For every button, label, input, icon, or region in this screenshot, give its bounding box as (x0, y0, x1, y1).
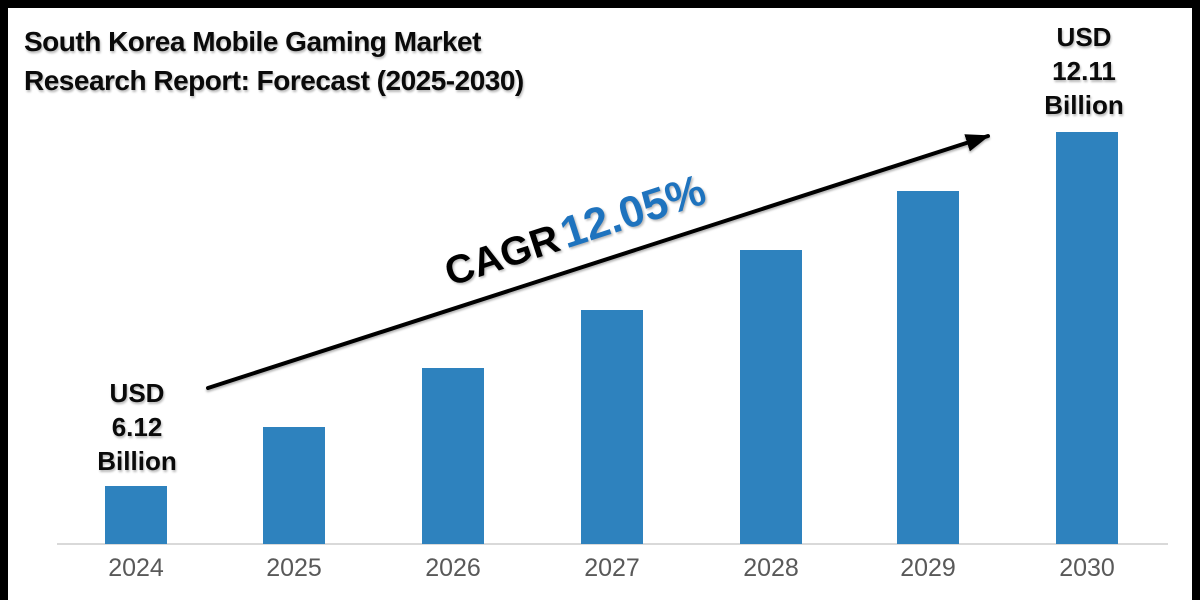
value-label-line: USD (109, 378, 165, 408)
x-tick-2026: 2026 (425, 554, 481, 582)
bar-2025 (263, 427, 325, 544)
x-tick-2030: 2030 (1059, 554, 1115, 582)
value-label-line: 6.12 (111, 412, 163, 442)
x-tick-2027: 2027 (584, 554, 640, 582)
chart-title: South Korea Mobile Gaming Market Researc… (24, 22, 524, 100)
value-label-line: 12.11 (1052, 56, 1116, 86)
frame-border-right (1192, 0, 1200, 600)
x-tick-2028: 2028 (743, 554, 799, 582)
value-label-line: Billion (1044, 90, 1124, 120)
bar-2026 (422, 368, 484, 544)
x-tick-2024: 2024 (108, 554, 164, 582)
cagr-annotation: CAGR 12.05% (420, 159, 730, 302)
x-axis-line (57, 543, 1168, 545)
bar-2028 (740, 250, 802, 544)
value-label-line: Billion (97, 446, 177, 476)
bar-2027 (581, 310, 643, 544)
frame-border-left (0, 0, 8, 600)
frame-border-top (0, 0, 1200, 8)
cagr-prefix-text: CAGR (439, 216, 566, 295)
bar-2030 (1056, 132, 1118, 544)
chart-title-line-1: South Korea Mobile Gaming Market (24, 26, 481, 57)
value-label-line: USD (1056, 22, 1112, 52)
value-label-2030: USD 12.11 Billion (994, 20, 1174, 122)
value-label-2024: USD 6.12 Billion (47, 376, 227, 478)
bar-2029 (897, 191, 959, 544)
x-tick-2029: 2029 (900, 554, 956, 582)
cagr-value-text: 12.05% (554, 165, 712, 258)
bar-2024 (105, 486, 167, 544)
x-tick-2025: 2025 (266, 554, 322, 582)
chart-title-line-2: Research Report: Forecast (2025-2030) (24, 65, 524, 96)
